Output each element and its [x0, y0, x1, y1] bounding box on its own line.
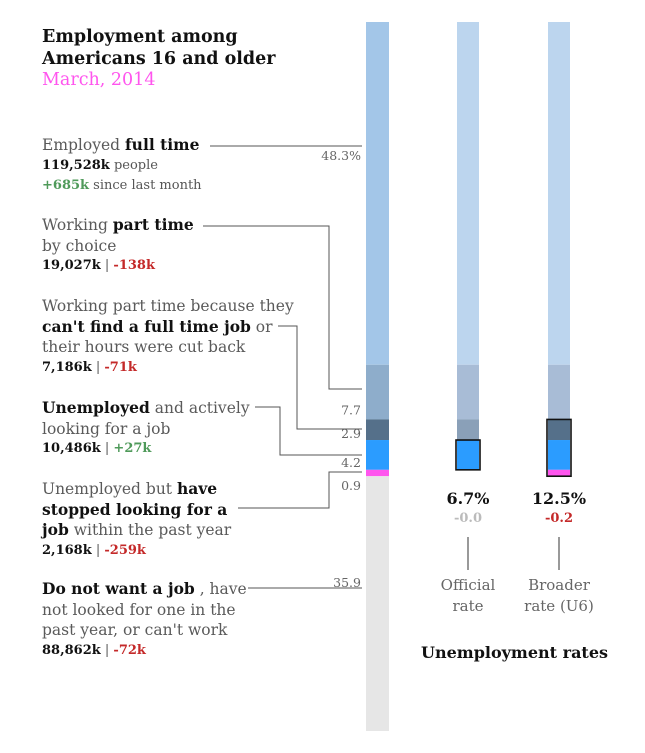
rate-bar-2-component-5 — [548, 469, 570, 477]
bar-segment-1 — [366, 22, 389, 365]
bar-value-label-1: 48.3% — [321, 148, 361, 163]
rate-bar-2-segment-2 — [548, 364, 570, 420]
rate-bar-1-outline — [455, 439, 481, 471]
bar-segment-5 — [366, 469, 389, 477]
broader-rate-label: Broader rate (U6) — [524, 576, 594, 615]
rate-bar-1-segment-2 — [457, 364, 479, 420]
chart-subtitle: March, 2014 — [42, 70, 156, 90]
rates-footer: Unemployment rates — [421, 643, 609, 662]
label-no-job: Do not want a job , have not looked for … — [42, 579, 247, 658]
leader-line-3 — [278, 325, 362, 430]
broader-rate-value: 12.5% — [531, 489, 587, 508]
rate-bar-2-outline — [546, 418, 572, 478]
label-stopped-looking: Unemployed but have stopped looking for … — [42, 479, 232, 558]
rate-bar-2-component-4 — [548, 440, 570, 470]
label-part-time-economic: Working part time because they can't fin… — [42, 297, 294, 375]
rate-bar-2-component-3 — [548, 419, 570, 441]
official-rate-value: 6.7% — [446, 489, 490, 508]
bar-value-label-5: 0.9 — [341, 478, 361, 493]
official-rate-change: -0.0 — [453, 511, 482, 526]
broader-rate-change: -0.2 — [544, 511, 573, 526]
bar-value-label-6: 35.9 — [333, 575, 361, 590]
leader-line-4 — [255, 406, 362, 456]
rate-bar-2-segment-1 — [548, 22, 570, 365]
label-unemployed: Unemployed and actively looking for a jo… — [42, 398, 250, 456]
official-rate-label: Official rate — [440, 576, 496, 615]
bar-segment-3 — [366, 419, 389, 441]
rate-bar-1-segment-3 — [457, 419, 479, 441]
bar-value-label-4: 4.2 — [341, 455, 361, 470]
label-full-time: Employed full time 119,528k people +685k… — [42, 135, 202, 193]
rate-bar-1-segment-1 — [457, 22, 479, 365]
leader-line-2 — [203, 225, 362, 390]
rate-bar-1-component-4 — [457, 440, 479, 470]
bar-segment-4 — [366, 440, 389, 470]
chart-title: Employment among Americans 16 and older — [42, 27, 276, 69]
bar-segment-6 — [366, 476, 389, 731]
bar-value-label-2: 7.7 — [341, 402, 361, 417]
leader-line-5 — [238, 471, 362, 509]
bar-value-label-3: 2.9 — [341, 426, 361, 441]
bar-segment-2 — [366, 364, 389, 420]
label-part-time-choice: Working part time by choice 19,027k | -1… — [42, 215, 194, 273]
